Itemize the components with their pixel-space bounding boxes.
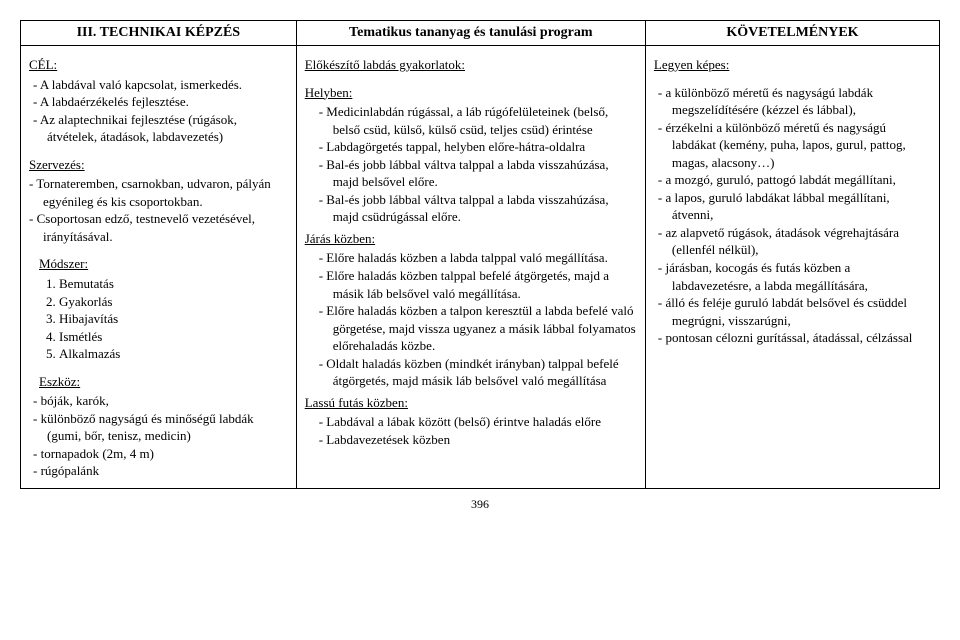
eszkoz-label: Eszköz: (39, 374, 80, 389)
curriculum-table: III. TECHNIKAI KÉPZÉS Tematikus tananyag… (20, 20, 940, 489)
legyen-list: a különböző méretű és nagyságú labdák me… (654, 84, 931, 347)
jaras-label: Járás közben: (305, 231, 375, 246)
legyen-item: a különböző méretű és nagyságú labdák me… (672, 84, 931, 119)
modszer-list: Bemutatás Gyakorlás Hibajavítás Ismétlés… (29, 275, 288, 363)
cel-item: A labdával való kapcsolat, ismerkedés. (47, 76, 288, 94)
prep-label: Előkészítő labdás gyakorlatok: (305, 57, 465, 72)
jaras-list: Előre haladás közben a labda talppal val… (305, 249, 637, 389)
modszer-label: Módszer: (39, 256, 88, 271)
cell-goals: CÉL: A labdával való kapcsolat, ismerked… (21, 46, 297, 489)
szervezes-list: Tornateremben, csarnokban, udvaron, pály… (29, 175, 288, 245)
legyen-item: érzékelni a különböző méretű és nagyságú… (672, 119, 931, 172)
lassu-list: Labdával a lábak között (belső) érintve … (305, 413, 637, 448)
cel-label: CÉL: (29, 57, 57, 72)
lassu-item: Labdával a lábak között (belső) érintve … (333, 413, 637, 431)
helyben-item: Labdagörgetés tappal, helyben előre-hátr… (333, 138, 637, 156)
cell-program: Előkészítő labdás gyakorlatok: Helyben: … (296, 46, 645, 489)
modszer-item: Alkalmazás (59, 345, 288, 363)
cel-item: A labdaérzékelés fejlesztése. (47, 93, 288, 111)
header-col1: III. TECHNIKAI KÉPZÉS (21, 21, 297, 46)
cel-list: A labdával való kapcsolat, ismerkedés. A… (29, 76, 288, 146)
modszer-item: Ismétlés (59, 328, 288, 346)
modszer-item: Hibajavítás (59, 310, 288, 328)
eszkoz-item: tornapadok (2m, 4 m) (47, 445, 288, 463)
legyen-item: a mozgó, guruló, pattogó labdát megállít… (672, 171, 931, 189)
helyben-label: Helyben: (305, 85, 353, 100)
helyben-item: Medicinlabdán rúgással, a láb rúgófelüle… (333, 103, 637, 138)
helyben-item: Bal-és jobb lábbal váltva talppal a labd… (333, 191, 637, 226)
eszkoz-item: bóják, karók, (47, 392, 288, 410)
legyen-item: az alapvető rúgások, átadások végrehajtá… (672, 224, 931, 259)
cel-item: Az alaptechnikai fejlesztése (rúgások, á… (47, 111, 288, 146)
cell-requirements: Legyen képes: a különböző méretű és nagy… (645, 46, 939, 489)
jaras-item: Előre haladás közben a labda talppal val… (333, 249, 637, 267)
modszer-item: Gyakorlás (59, 293, 288, 311)
eszkoz-item: különböző nagyságú és minőségű labdák (g… (47, 410, 288, 445)
eszkoz-item: rúgópalánk (47, 462, 288, 480)
jaras-item: Előre haladás közben talppal befelé átgö… (333, 267, 637, 302)
lassu-item: Labdavezetések közben (333, 431, 637, 449)
szervezes-item: Csoportosan edző, testnevelő vezetésével… (43, 210, 288, 245)
jaras-item: Oldalt haladás közben (mindkét irányban)… (333, 355, 637, 390)
header-col2: Tematikus tananyag és tanulási program (296, 21, 645, 46)
legyen-item: álló és feléje guruló labdát belsővel és… (672, 294, 931, 329)
legyen-item: a lapos, guruló labdákat lábbal megállít… (672, 189, 931, 224)
legyen-label: Legyen képes: (654, 57, 729, 72)
helyben-list: Medicinlabdán rúgással, a láb rúgófelüle… (305, 103, 637, 226)
szervezes-item: Tornateremben, csarnokban, udvaron, pály… (43, 175, 288, 210)
szervezes-label: Szervezés: (29, 157, 85, 172)
header-col3: KÖVETELMÉNYEK (645, 21, 939, 46)
eszkoz-list: bóják, karók, különböző nagyságú és minő… (29, 392, 288, 480)
legyen-item: járásban, kocogás és futás közben a labd… (672, 259, 931, 294)
jaras-item: Előre haladás közben a talpon keresztül … (333, 302, 637, 355)
legyen-item: pontosan célozni gurítással, átadással, … (672, 329, 931, 347)
helyben-item: Bal-és jobb lábbal váltva talppal a labd… (333, 156, 637, 191)
modszer-item: Bemutatás (59, 275, 288, 293)
page-number: 396 (20, 497, 940, 512)
lassu-label: Lassú futás közben: (305, 395, 408, 410)
